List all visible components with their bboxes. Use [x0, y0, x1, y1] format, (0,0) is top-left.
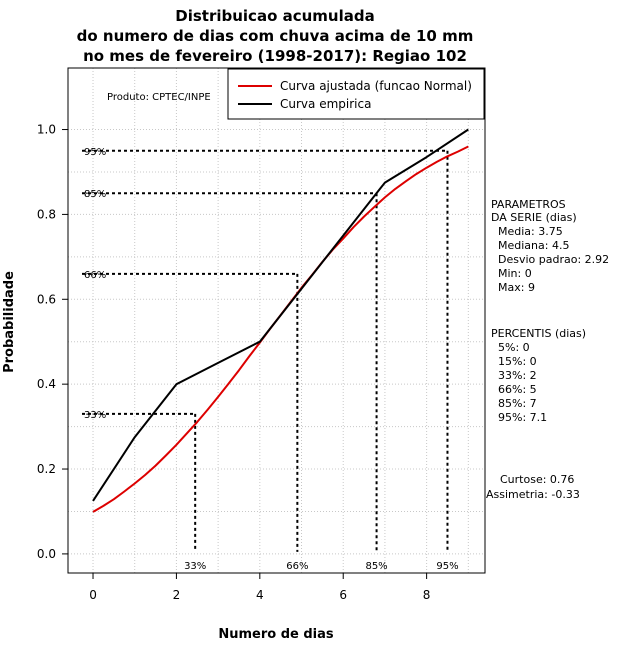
legend-label-empirical: Curva empirica — [280, 97, 371, 111]
x-axis-label: Numero de dias — [218, 627, 334, 642]
param-media: Media: 3.75 — [498, 225, 563, 238]
y-axis-label: Probabilidade — [2, 271, 17, 373]
x-tick-label: 2 — [173, 588, 181, 602]
param-desvio: Desvio padrao: 2.92 — [498, 253, 609, 266]
percentile-label-x: 85% — [365, 561, 387, 572]
params-title-line-1: PARAMETROS — [491, 198, 566, 211]
percentil-15: 15%: 0 — [498, 355, 537, 368]
curtose-value: Curtose: 0.76 — [500, 473, 574, 486]
fitted-normal-curve — [92, 145, 469, 513]
axes: 0 2 4 6 8 0.0 0.2 0.4 0.6 0.8 1.0 — [37, 123, 431, 602]
percentile-label-y: 66% — [84, 270, 106, 281]
percentis-title: PERCENTIS (dias) — [491, 327, 586, 340]
percentil-33: 33%: 2 — [498, 369, 537, 382]
percentil-95: 95%: 7.1 — [498, 411, 547, 424]
legend-box — [227, 68, 485, 120]
empirical-curve — [92, 128, 469, 502]
y-tick-label: 0.2 — [37, 462, 56, 476]
x-tick-label: 0 — [89, 588, 97, 602]
percentile-label-y: 95% — [84, 147, 106, 158]
x-tick-label: 8 — [423, 588, 431, 602]
percentile-label-y: 33% — [84, 410, 106, 421]
y-tick-label: 0.8 — [37, 207, 56, 221]
statistics-panel: PARAMETROS DA SERIE (dias) Media: 3.75 M… — [486, 198, 609, 501]
percentil-5: 5%: 0 — [498, 341, 530, 354]
y-tick-label: 0.4 — [37, 377, 56, 391]
plot-frame — [67, 67, 486, 574]
param-mediana: Mediana: 4.5 — [498, 239, 569, 252]
legend-label-fitted: Curva ajustada (funcao Normal) — [280, 79, 472, 93]
grid-lines — [68, 68, 485, 573]
series-lines — [92, 128, 469, 513]
legend: Curva ajustada (funcao Normal) Curva emp… — [227, 68, 485, 120]
params-title-line-2: DA SERIE (dias) — [491, 211, 577, 224]
percentil-66: 66%: 5 — [498, 383, 537, 396]
percentile-guides: 33% 33% 66% 66% 85% 85% 95% 95% — [82, 147, 459, 572]
x-tick-label: 4 — [256, 588, 264, 602]
x-tick-label: 6 — [339, 588, 347, 602]
percentile-label-y: 85% — [84, 189, 106, 200]
percentil-85: 85%: 7 — [498, 397, 537, 410]
param-max: Max: 9 — [498, 281, 535, 294]
assimetria-value: Assimetria: -0.33 — [486, 488, 580, 501]
percentile-label-x: 33% — [184, 561, 206, 572]
y-tick-label: 0.6 — [37, 292, 56, 306]
chart-title-line-2: do numero de dias com chuva acima de 10 … — [77, 27, 474, 45]
chart-title-line-3: no mes de fevereiro (1998-2017): Regiao … — [83, 47, 467, 65]
product-label: Produto: CPTEC/INPE — [107, 92, 211, 103]
percentile-label-x: 95% — [436, 561, 458, 572]
y-tick-label: 0.0 — [37, 547, 56, 561]
param-min: Min: 0 — [498, 267, 532, 280]
chart-title-line-1: Distribuicao acumulada — [175, 7, 374, 25]
y-tick-label: 1.0 — [37, 123, 56, 137]
percentile-label-x: 66% — [286, 561, 308, 572]
